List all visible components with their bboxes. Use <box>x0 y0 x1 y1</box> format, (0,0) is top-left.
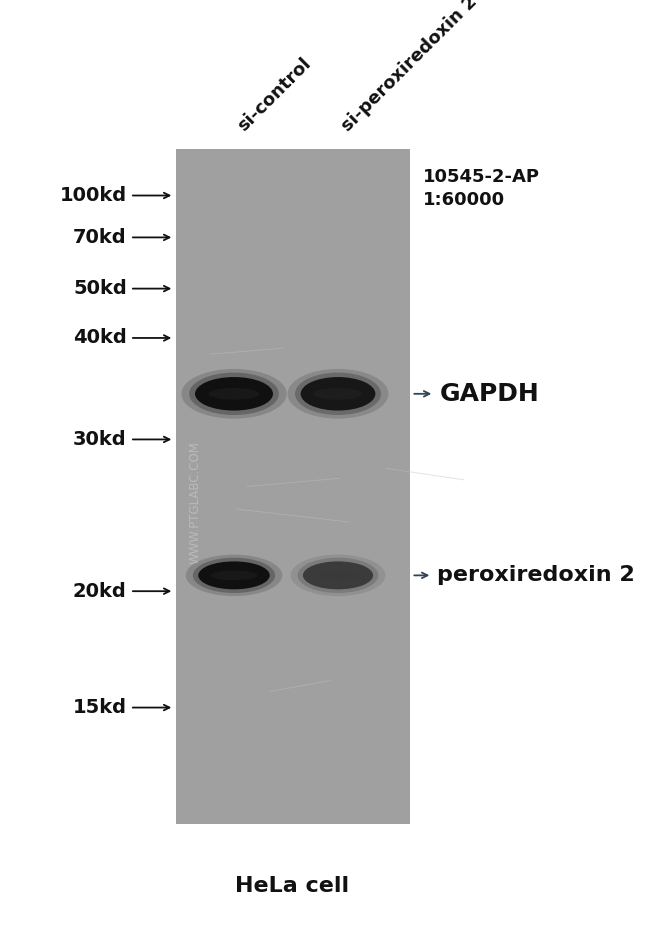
Text: 15kd: 15kd <box>73 698 127 717</box>
Ellipse shape <box>211 571 257 580</box>
Ellipse shape <box>295 372 381 415</box>
Ellipse shape <box>287 369 389 419</box>
Text: 20kd: 20kd <box>73 582 127 600</box>
Text: HeLa cell: HeLa cell <box>235 876 350 897</box>
Bar <box>176 149 410 824</box>
Text: 30kd: 30kd <box>73 430 127 449</box>
Ellipse shape <box>186 555 282 596</box>
Ellipse shape <box>193 558 275 593</box>
Text: si-peroxiredoxin 2: si-peroxiredoxin 2 <box>338 0 480 135</box>
Ellipse shape <box>298 558 378 593</box>
Text: 70kd: 70kd <box>73 228 127 247</box>
Ellipse shape <box>303 561 373 589</box>
Text: 50kd: 50kd <box>73 279 127 298</box>
Text: 40kd: 40kd <box>73 329 127 347</box>
Text: peroxiredoxin 2: peroxiredoxin 2 <box>437 565 635 586</box>
Ellipse shape <box>209 388 259 399</box>
Ellipse shape <box>315 571 361 580</box>
Text: 10545-2-AP
1:60000: 10545-2-AP 1:60000 <box>422 168 540 209</box>
Ellipse shape <box>291 555 385 596</box>
Ellipse shape <box>314 388 362 399</box>
Text: WWW.PTGLABC.COM: WWW.PTGLABC.COM <box>188 441 202 564</box>
Ellipse shape <box>198 561 270 589</box>
Text: 100kd: 100kd <box>60 186 127 205</box>
Text: si-control: si-control <box>234 55 315 135</box>
Text: GAPDH: GAPDH <box>439 382 539 406</box>
Ellipse shape <box>195 377 273 411</box>
Ellipse shape <box>300 377 376 411</box>
Ellipse shape <box>181 369 287 419</box>
Ellipse shape <box>189 372 279 415</box>
